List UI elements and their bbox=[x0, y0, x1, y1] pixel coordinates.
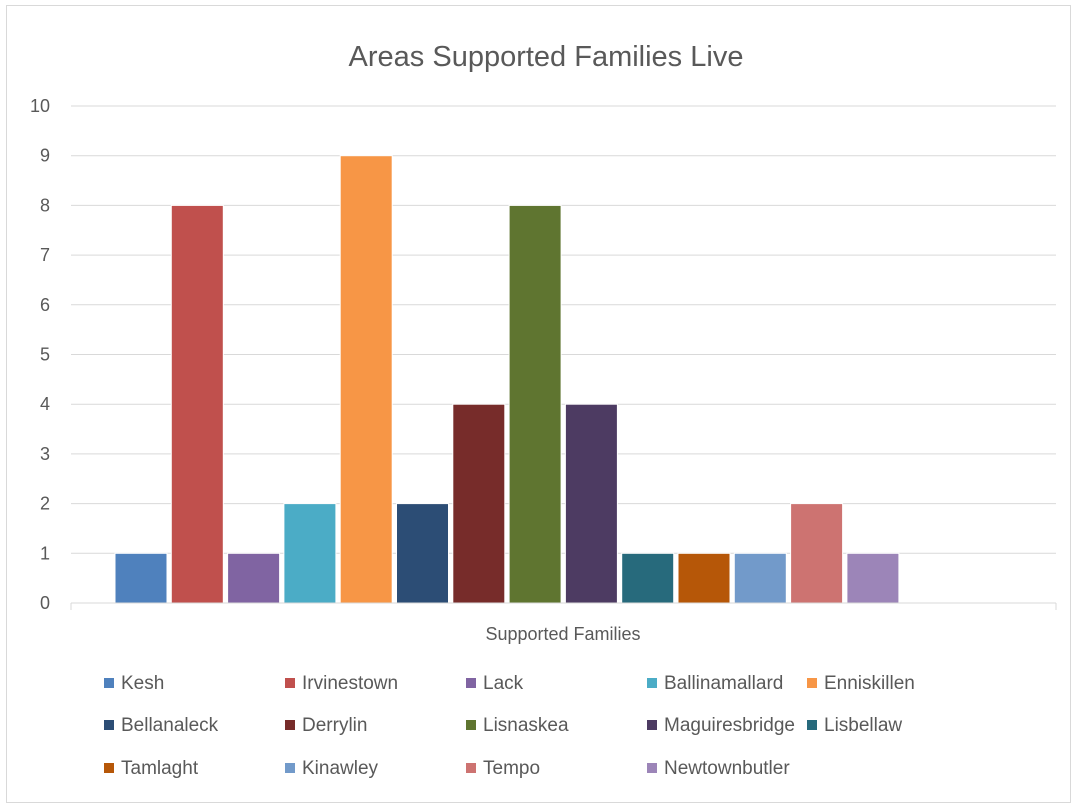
y-tick-label: 5 bbox=[40, 345, 50, 365]
bar-enniskillen[interactable] bbox=[339, 155, 393, 604]
bar-lack[interactable] bbox=[227, 552, 281, 604]
legend-label: Irvinestown bbox=[302, 673, 398, 694]
legend-item-kesh[interactable]: Kesh bbox=[104, 673, 164, 694]
legend-swatch bbox=[807, 720, 817, 730]
legend-label: Tamlaght bbox=[121, 758, 199, 779]
legend-item-bellanaleck[interactable]: Bellanaleck bbox=[104, 715, 219, 736]
bar-kinawley[interactable] bbox=[733, 552, 787, 604]
legend-item-lack[interactable]: Lack bbox=[466, 673, 524, 694]
legend-swatch bbox=[285, 763, 295, 773]
legend-swatch bbox=[647, 763, 657, 773]
y-tick-label: 10 bbox=[30, 96, 50, 116]
legend-label: Enniskillen bbox=[824, 673, 915, 694]
y-tick-label: 1 bbox=[40, 543, 50, 563]
legend-label: Newtownbutler bbox=[664, 758, 790, 779]
legend-label: Kesh bbox=[121, 673, 164, 694]
legend-swatch bbox=[466, 720, 476, 730]
y-tick-label: 4 bbox=[40, 394, 50, 414]
legend-item-maguiresbridge[interactable]: Maguiresbridge bbox=[647, 715, 795, 736]
bar-irvinestown[interactable] bbox=[170, 204, 224, 604]
bar-tamlaght[interactable] bbox=[677, 552, 731, 604]
legend-label: Maguiresbridge bbox=[664, 715, 795, 736]
legend-label: Ballinamallard bbox=[664, 673, 783, 694]
legend-item-newtownbutler[interactable]: Newtownbutler bbox=[647, 758, 790, 779]
x-axis-label: Supported Families bbox=[485, 624, 640, 644]
bar-kesh[interactable] bbox=[114, 552, 168, 604]
legend-swatch bbox=[285, 720, 295, 730]
legend-swatch bbox=[104, 720, 114, 730]
legend-swatch bbox=[104, 763, 114, 773]
y-tick-label: 8 bbox=[40, 195, 50, 215]
legend-item-lisnaskea[interactable]: Lisnaskea bbox=[466, 715, 569, 736]
legend-item-derrylin[interactable]: Derrylin bbox=[285, 715, 367, 736]
y-tick-label: 9 bbox=[40, 146, 50, 166]
bar-ballinamallard[interactable] bbox=[283, 503, 337, 604]
legend: Kesh Irvinestown Lack Ballinamallard Enniski… bbox=[104, 673, 915, 779]
y-tick-label: 2 bbox=[40, 494, 50, 514]
legend-swatch bbox=[647, 720, 657, 730]
y-tick-label: 7 bbox=[40, 245, 50, 265]
legend-item-irvinestown[interactable]: Irvinestown bbox=[285, 673, 398, 694]
legend-item-tamlaght[interactable]: Tamlaght bbox=[104, 758, 199, 779]
bar-newtownbutler[interactable] bbox=[846, 552, 900, 604]
legend-label: Tempo bbox=[483, 758, 540, 779]
legend-item-lisbellaw[interactable]: Lisbellaw bbox=[807, 715, 902, 736]
bars bbox=[114, 155, 900, 604]
legend-swatch bbox=[466, 678, 476, 688]
legend-label: Lack bbox=[483, 673, 524, 694]
legend-label: Bellanaleck bbox=[121, 715, 219, 736]
chart-title: Areas Supported Families Live bbox=[349, 41, 744, 73]
bar-derrylin[interactable] bbox=[452, 403, 506, 604]
bar-maguiresbridge[interactable] bbox=[564, 403, 618, 604]
y-tick-label: 3 bbox=[40, 444, 50, 464]
bar-tempo[interactable] bbox=[790, 503, 844, 604]
legend-item-kinawley[interactable]: Kinawley bbox=[285, 758, 379, 779]
bar-lisbellaw[interactable] bbox=[621, 552, 675, 604]
legend-item-ballinamallard[interactable]: Ballinamallard bbox=[647, 673, 783, 694]
legend-swatch bbox=[285, 678, 295, 688]
legend-item-enniskillen[interactable]: Enniskillen bbox=[807, 673, 915, 694]
legend-swatch bbox=[647, 678, 657, 688]
legend-swatch bbox=[104, 678, 114, 688]
legend-label: Lisbellaw bbox=[824, 715, 902, 736]
legend-label: Derrylin bbox=[302, 715, 367, 736]
legend-label: Kinawley bbox=[302, 758, 379, 779]
legend-item-tempo[interactable]: Tempo bbox=[466, 758, 540, 779]
y-axis-ticks: 0 1 2 3 4 5 6 7 8 9 10 bbox=[30, 96, 50, 613]
bar-bellanaleck[interactable] bbox=[396, 503, 449, 604]
y-tick-label: 0 bbox=[40, 593, 50, 613]
legend-label: Lisnaskea bbox=[483, 715, 569, 736]
legend-swatch bbox=[466, 763, 476, 773]
y-tick-label: 6 bbox=[40, 295, 50, 315]
bar-lisnaskea[interactable] bbox=[508, 204, 562, 604]
legend-swatch bbox=[807, 678, 817, 688]
